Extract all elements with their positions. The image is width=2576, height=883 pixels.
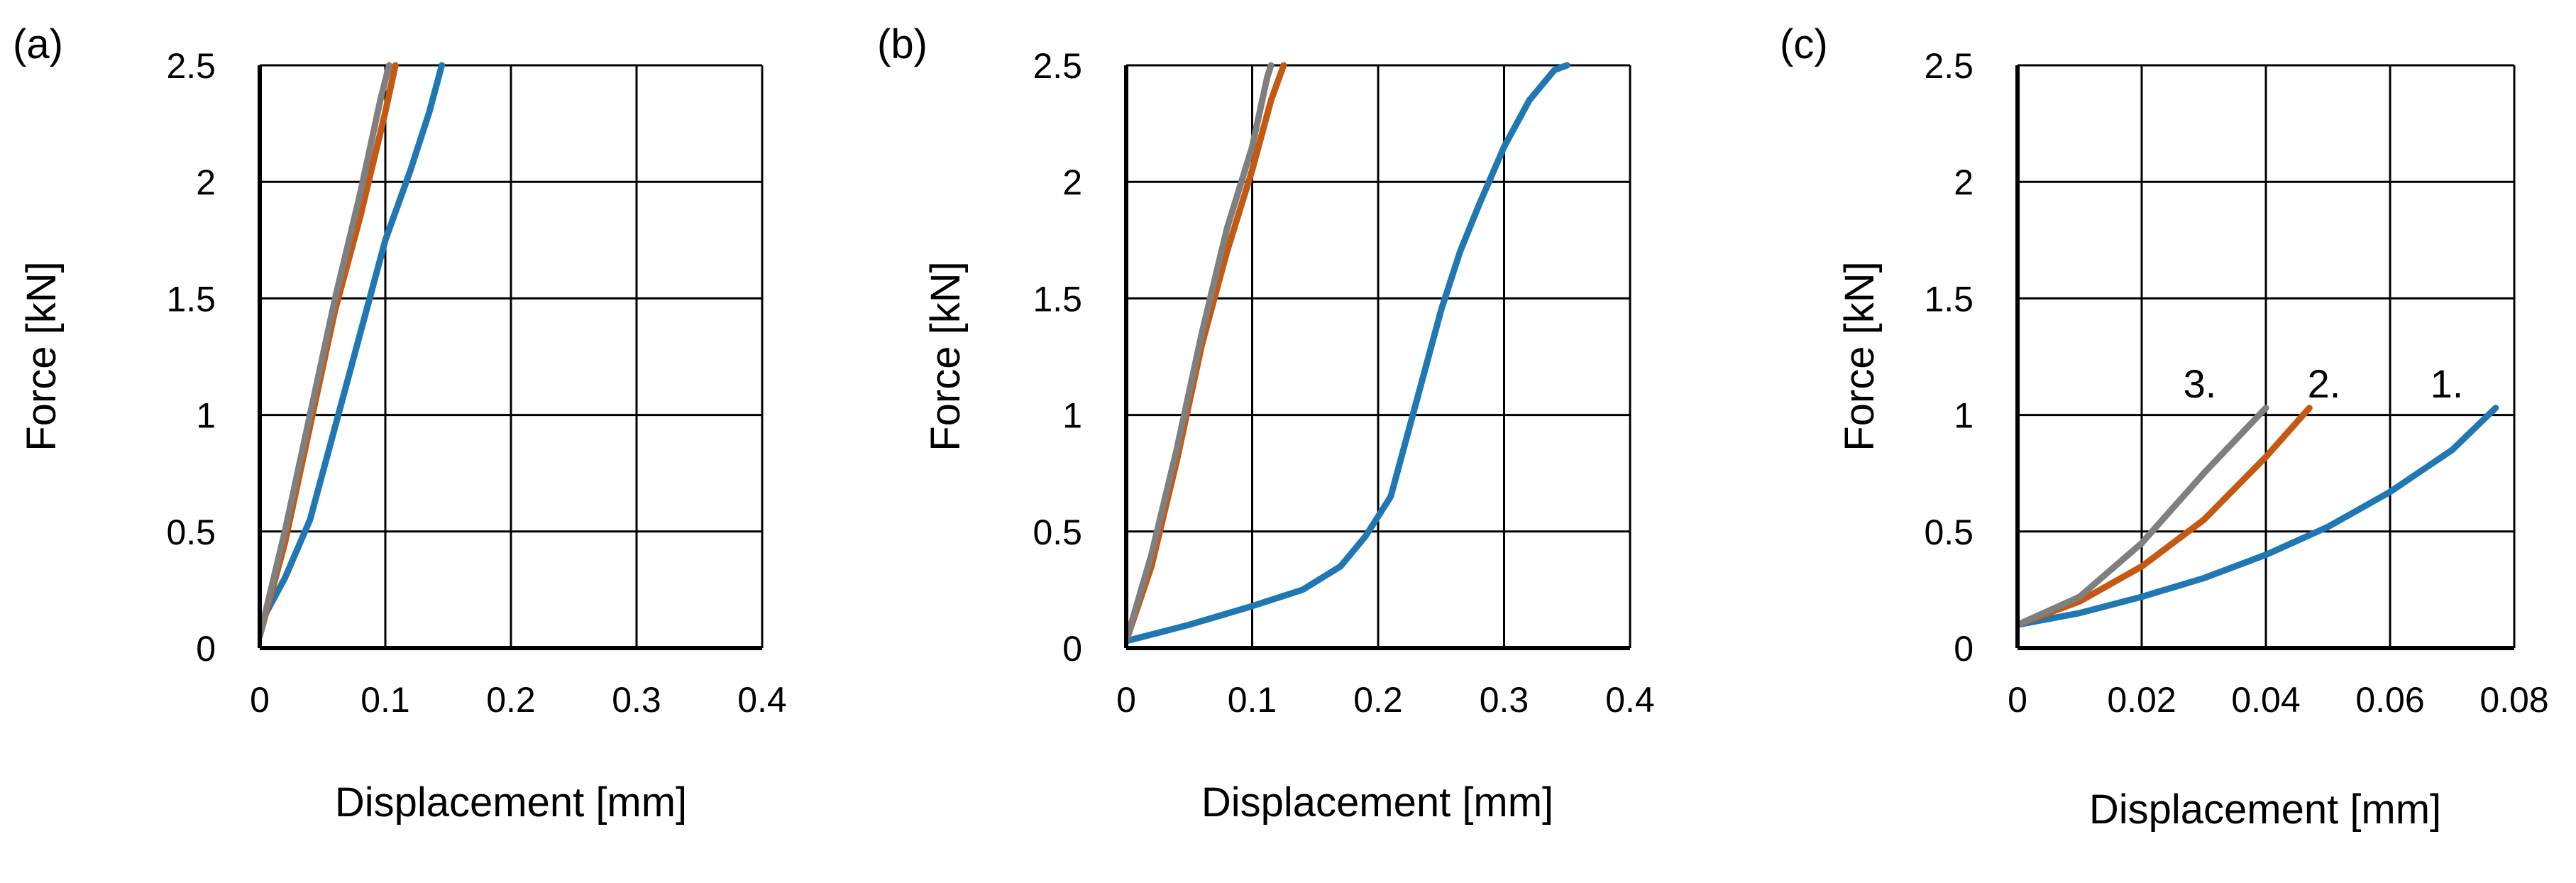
x-tick-label: 0.3 xyxy=(1480,680,1529,720)
y-tick-label: 2.5 xyxy=(166,46,216,86)
y-tick-label: 1 xyxy=(1954,396,1974,436)
series-line-1 xyxy=(2018,405,2499,628)
x-axis-title: Displacement [mm] xyxy=(335,779,687,826)
y-tick-label: 2.5 xyxy=(1924,46,1974,86)
x-tick-label: 0 xyxy=(2008,680,2027,720)
y-tick-label: 1 xyxy=(196,396,216,436)
y-tick-label: 1 xyxy=(1062,396,1082,436)
x-tick-label: 0 xyxy=(1116,680,1136,720)
y-tick-label: 0 xyxy=(1954,629,1974,669)
y-tick-label: 0.5 xyxy=(1924,512,1974,552)
x-axis-title: Displacement [mm] xyxy=(1201,779,1553,826)
y-tick-label: 2 xyxy=(1062,163,1082,202)
series-annotation: 1. xyxy=(2431,361,2464,406)
chart-panel-3: 0 0.02 0.04 0.06 0.08 0 0.5 1 1.5 2 2.5 Displacemen… xyxy=(1780,21,2549,833)
y-tick-label: 1.5 xyxy=(1924,279,1974,319)
y-axis-title: Force [kN] xyxy=(18,261,65,451)
x-tick-label: 0.4 xyxy=(1605,680,1655,720)
panel-label: (a) xyxy=(13,21,63,67)
series-line-2 xyxy=(2018,405,2313,628)
x-tick-label: 0.4 xyxy=(737,680,787,720)
x-tick-label: 0.2 xyxy=(486,680,536,720)
series-line-3 xyxy=(1126,62,1275,645)
y-tick-label: 0.5 xyxy=(166,512,216,552)
series-line-1 xyxy=(260,62,446,628)
series-annotation: 3. xyxy=(2184,361,2217,406)
y-tick-label: 1.5 xyxy=(1033,279,1082,319)
x-tick-label: 0.1 xyxy=(1228,680,1277,720)
x-tick-label: 0.02 xyxy=(2107,680,2176,720)
y-tick-label: 2 xyxy=(1954,163,1974,202)
series-line-3 xyxy=(260,62,392,640)
y-axis-title: Force [kN] xyxy=(1837,261,1883,451)
x-tick-label: 0.04 xyxy=(2231,680,2300,720)
y-tick-label: 2.5 xyxy=(1033,46,1082,86)
y-axis-title: Force [kN] xyxy=(923,261,969,451)
y-tick-label: 0.5 xyxy=(1033,512,1082,552)
series-line-3 xyxy=(2018,405,2269,628)
y-tick-label: 0 xyxy=(196,629,216,669)
series-annotation: 2. xyxy=(2308,361,2341,406)
x-tick-label: 0.3 xyxy=(612,680,661,720)
x-tick-label: 0.2 xyxy=(1353,680,1403,720)
panel-label: (b) xyxy=(877,21,928,67)
y-tick-label: 2 xyxy=(196,163,216,202)
chart-panel-1: 0 0.1 0.2 0.3 0.4 0 0.5 1 1.5 2 2.5 Displacement [m… xyxy=(13,21,787,826)
y-tick-label: 0 xyxy=(1062,629,1082,669)
x-tick-label: 0.1 xyxy=(360,680,410,720)
panel-label: (c) xyxy=(1780,21,1828,67)
y-tick-label: 1.5 xyxy=(166,279,216,319)
series-line-1 xyxy=(1126,62,1570,645)
x-tick-label: 0.06 xyxy=(2355,680,2424,720)
x-tick-label: 0.08 xyxy=(2479,680,2548,720)
x-tick-label: 0 xyxy=(250,680,270,720)
chart-panel-2: 0 0.1 0.2 0.3 0.4 0 0.5 1 1.5 2 2.5 Displacement [m… xyxy=(877,21,1655,826)
x-axis-title: Displacement [mm] xyxy=(2089,786,2441,833)
